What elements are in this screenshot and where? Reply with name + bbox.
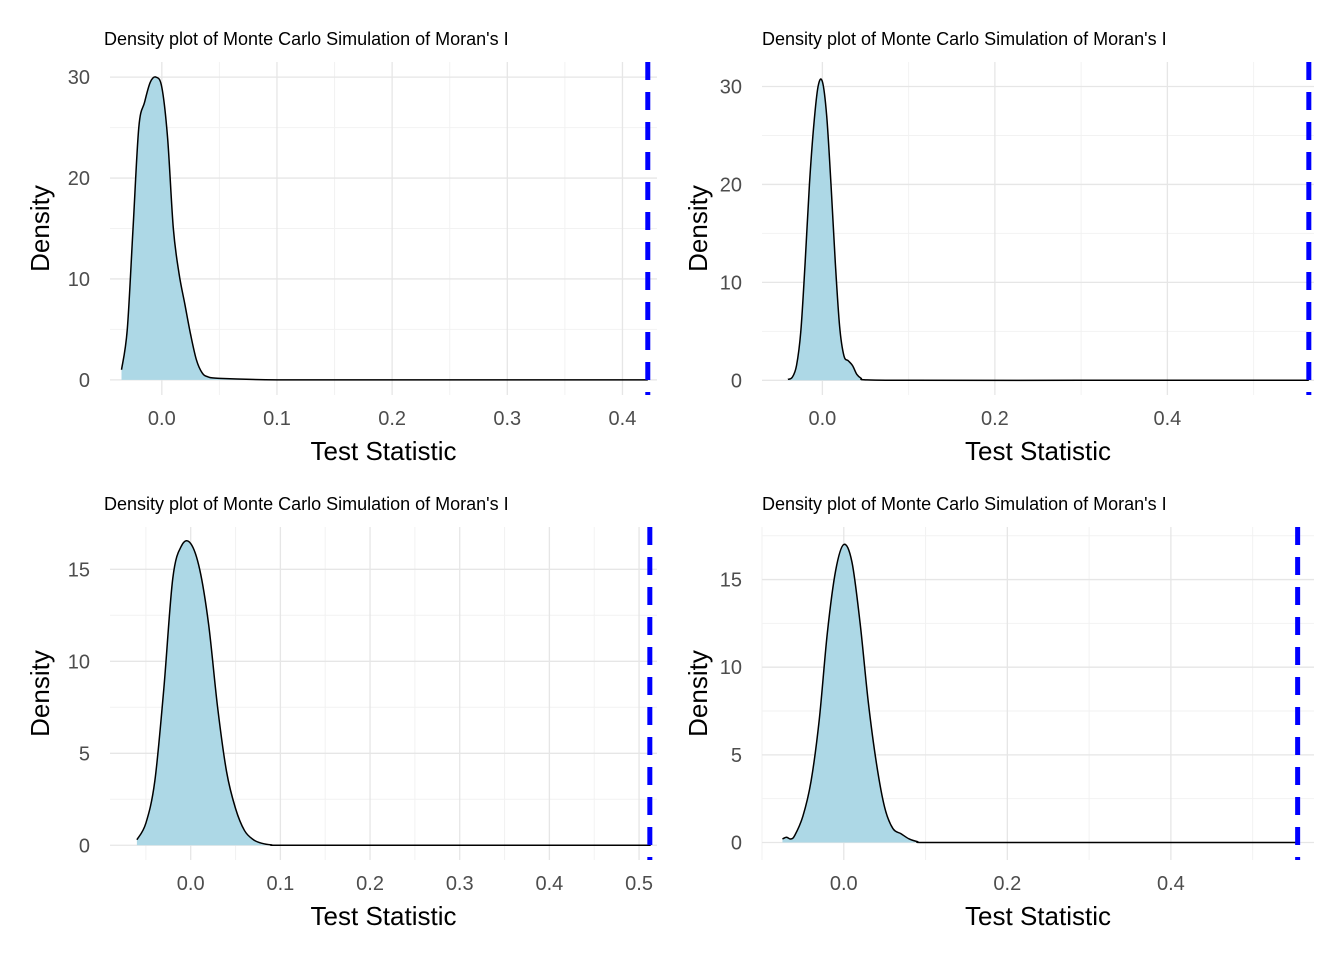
y-tick-label: 30 [720, 76, 742, 98]
x-tick-label: 0.2 [378, 408, 406, 430]
y-tick-label: 10 [68, 269, 90, 291]
chart-svg: 0.0 0.1 0.2 0.3 0.4 0.5 0 5 10 15 Test Statistic De… [25, 527, 657, 931]
y-tick-label: 30 [68, 67, 90, 89]
x-tick-label: 0.3 [493, 408, 521, 430]
x-tick-label: 0.5 [625, 873, 653, 895]
chart-panel-top-left: Density plot of Monte Carlo Simulation o… [0, 0, 672, 480]
y-axis-label: Density [683, 185, 713, 272]
density-area [787, 79, 1309, 381]
density-curve [120, 76, 648, 381]
x-tick-label: 0.0 [830, 873, 858, 895]
x-tick-label: 0.1 [263, 408, 291, 430]
y-axis-label: Density [25, 185, 55, 272]
x-tick-label: 0.0 [148, 408, 176, 430]
chart-title: Density plot of Monte Carlo Simulation o… [762, 29, 1167, 49]
y-axis-label: Density [25, 650, 55, 737]
y-tick-label: 15 [68, 559, 90, 581]
y-tick-label: 5 [731, 745, 742, 767]
density-curve [782, 543, 1298, 844]
y-tick-label: 10 [68, 651, 90, 673]
chart-svg: 0.0 0.2 0.4 0 5 10 15 Test Statistic Density [683, 527, 1314, 931]
x-tick-label: 0.2 [993, 873, 1021, 895]
y-tick-label: 15 [720, 570, 742, 592]
y-tick-label: 10 [720, 272, 742, 294]
x-tick-label: 0.0 [177, 873, 205, 895]
x-axis-label: Test Statistic [311, 436, 457, 466]
x-tick-label: 0.4 [609, 408, 637, 430]
x-tick-label: 0.4 [1157, 873, 1185, 895]
density-area [782, 544, 1298, 843]
y-axis-label: Density [683, 650, 713, 737]
y-tick-label: 10 [720, 657, 742, 679]
x-tick-label: 0.2 [981, 408, 1009, 430]
x-axis-label: Test Statistic [311, 901, 457, 931]
chart-title: Density plot of Monte Carlo Simulation o… [762, 494, 1167, 514]
x-tick-label: 0.4 [1153, 408, 1181, 430]
x-tick-label: 0.4 [535, 873, 563, 895]
chart-panel-bottom-left: Density plot of Monte Carlo Simulation o… [0, 465, 672, 945]
chart-panel-top-right: Density plot of Monte Carlo Simulation o… [672, 0, 1344, 480]
y-tick-label: 0 [731, 832, 742, 854]
chart-svg: 0.0 0.2 0.4 0 10 20 30 Test Statistic Density [683, 62, 1314, 466]
x-tick-label: 0.0 [808, 408, 836, 430]
x-axis-label: Test Statistic [965, 901, 1111, 931]
chart-svg: 0.0 0.1 0.2 0.3 0.4 0 10 20 30 Test Statistic Dens… [25, 62, 657, 466]
x-axis-label: Test Statistic [965, 436, 1111, 466]
y-tick-label: 0 [731, 370, 742, 392]
y-tick-label: 0 [79, 370, 90, 392]
y-tick-label: 20 [720, 174, 742, 196]
chart-title: Density plot of Monte Carlo Simulation o… [104, 494, 509, 514]
density-curve [136, 540, 651, 847]
x-tick-label: 0.3 [446, 873, 474, 895]
density-area [136, 540, 651, 846]
x-tick-label: 0.2 [356, 873, 384, 895]
y-tick-label: 0 [79, 835, 90, 857]
grid [762, 62, 1314, 395]
y-tick-label: 20 [68, 168, 90, 190]
chart-title: Density plot of Monte Carlo Simulation o… [104, 29, 509, 49]
chart-panel-bottom-right: Density plot of Monte Carlo Simulation o… [672, 465, 1344, 945]
density-area [121, 76, 648, 380]
x-tick-label: 0.1 [266, 873, 294, 895]
y-tick-label: 5 [79, 743, 90, 765]
density-curve [787, 78, 1309, 382]
